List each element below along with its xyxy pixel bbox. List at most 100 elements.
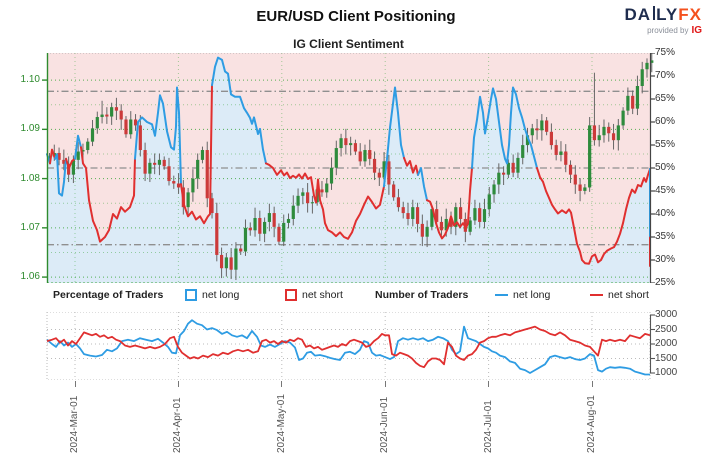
price-tick-label: 1.07 <box>20 221 40 233</box>
date-label: 2024-Mar-01 <box>69 395 80 453</box>
candle <box>129 119 133 135</box>
legend-pct-net-long: net long <box>185 289 239 301</box>
candle <box>239 248 243 252</box>
candle <box>396 197 401 208</box>
logo-tagline: provided by IG <box>647 25 702 36</box>
candle <box>138 125 142 151</box>
candle <box>167 166 171 182</box>
candle <box>306 192 310 204</box>
candle <box>349 143 353 146</box>
net-long-pct-line <box>417 167 428 202</box>
candle <box>602 126 606 136</box>
dailyfx-wordmark: DA LYFX <box>624 5 702 24</box>
candle <box>621 110 625 126</box>
candle <box>210 198 214 214</box>
candle <box>449 218 453 227</box>
candle <box>583 187 587 191</box>
candle <box>420 223 424 237</box>
candle <box>478 208 482 222</box>
candle <box>387 161 391 185</box>
candle <box>196 159 200 179</box>
candle <box>482 209 487 222</box>
ig-logo: IG <box>691 25 702 36</box>
traders-tick-label: 1000 <box>655 367 678 378</box>
candle <box>435 209 439 222</box>
candle <box>573 174 577 185</box>
date-tick <box>591 381 593 387</box>
candle <box>454 207 458 227</box>
date-label: 2024-Aug-01 <box>586 395 597 453</box>
legend-percentage-of-traders: Percentage of Traders <box>53 289 164 301</box>
candle <box>592 125 597 141</box>
candle <box>568 164 573 175</box>
net-short-pct-line <box>265 162 385 240</box>
candle <box>186 192 190 208</box>
candle <box>301 192 305 196</box>
date-label: 2024-Jul-01 <box>482 400 494 453</box>
candle <box>57 152 61 160</box>
candle <box>339 138 343 149</box>
candle <box>631 95 635 109</box>
traders-tick-label: 2500 <box>655 323 678 335</box>
net-short-square-icon <box>285 289 297 301</box>
candle <box>162 159 166 167</box>
traders-tick-label: 2000 <box>655 338 678 349</box>
candle <box>415 207 420 224</box>
candle <box>559 151 563 155</box>
percent-tick-label: 65% <box>655 93 676 104</box>
date-label: 2024-Jun-01 <box>379 396 391 453</box>
candle <box>549 131 553 146</box>
percent-tick-label: 30% <box>655 254 676 265</box>
candle <box>248 227 252 231</box>
date-tick <box>488 381 490 387</box>
percent-tick-label: 45% <box>655 185 676 196</box>
price-tick-label: 1.06 <box>20 271 40 283</box>
candle <box>530 128 534 136</box>
candle <box>224 257 228 269</box>
candle <box>325 183 329 193</box>
net-short-pct-line <box>180 84 213 225</box>
candle <box>525 135 530 146</box>
candle <box>540 120 544 131</box>
net-short-pct-line <box>49 148 56 165</box>
price-tick-label: 1.09 <box>20 123 40 135</box>
percent-tick-label: 60% <box>655 116 676 127</box>
net-long-pct-line <box>74 134 82 160</box>
candle <box>205 150 209 199</box>
candle <box>291 205 295 219</box>
percent-tick-label: 25% <box>655 277 676 288</box>
percent-tick-label: 50% <box>655 162 676 173</box>
candle <box>71 159 75 175</box>
candle <box>263 221 267 234</box>
candle <box>153 162 157 165</box>
page-title: EUR/USD Client Positioning <box>256 8 456 25</box>
candle <box>626 95 630 111</box>
candle <box>425 226 429 237</box>
candle <box>286 218 291 223</box>
candle <box>392 184 396 198</box>
legend-num-net-short: net short <box>590 289 649 301</box>
net-short-pct-line <box>65 157 76 169</box>
candle <box>76 151 80 160</box>
candle <box>100 114 104 118</box>
candle <box>124 119 128 135</box>
candle <box>597 135 601 141</box>
sentiment-price-chart <box>42 53 655 283</box>
candle <box>521 145 525 158</box>
net-short-pct-line <box>403 156 419 176</box>
percent-tick-label: 35% <box>655 231 676 242</box>
candle <box>310 202 314 204</box>
candle <box>611 133 616 141</box>
candle <box>473 208 477 221</box>
candle <box>468 220 472 232</box>
percent-tick-label: 75% <box>655 47 676 58</box>
traders-tick-label: 1500 <box>655 352 678 364</box>
date-label: 2024-May-01 <box>275 394 287 453</box>
candle <box>253 217 257 231</box>
candle <box>554 145 558 155</box>
candle <box>645 62 649 70</box>
candle <box>535 128 539 131</box>
candle <box>411 207 415 219</box>
net-long-square-icon <box>185 289 197 301</box>
